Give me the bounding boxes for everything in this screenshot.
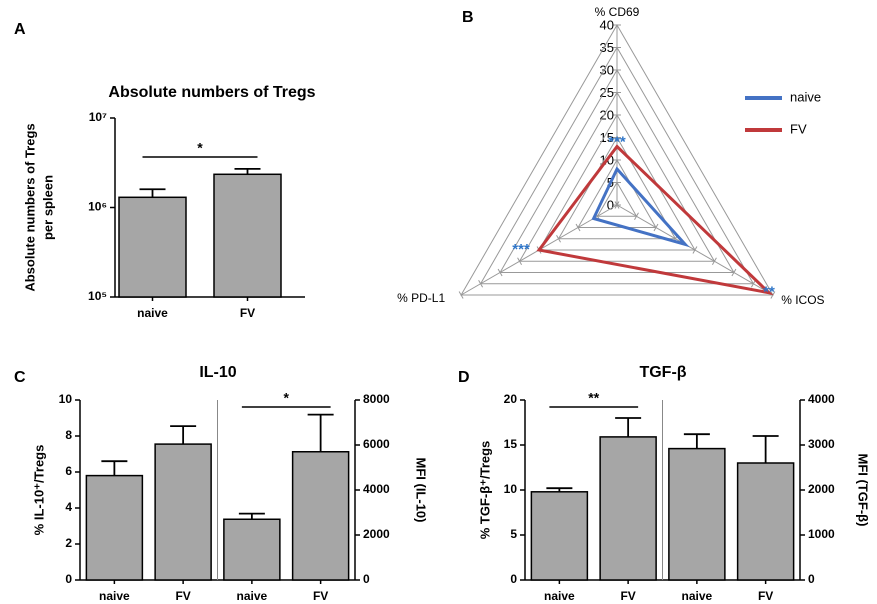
bar [85,474,144,581]
bar [530,491,589,581]
bar [736,462,795,581]
series-line [536,144,774,296]
panel-letter: B [462,9,474,26]
y-axis-label: Absolute numbers of Tregs [22,123,37,291]
y2-axis-label: MFI (IL-10) [414,458,429,523]
tick-label: 0 [607,197,614,212]
y2-axis-label: MFI (TGF-β) [856,454,871,527]
y-tick-label: 15 [504,437,518,451]
legend-label: FV [790,121,807,136]
significance-label: * [197,140,203,156]
y-tick-label: 10 [504,482,518,496]
grid-line [460,24,774,296]
chart-title: Absolute numbers of Tregs [108,84,315,101]
grid-line [499,69,735,273]
y-tick-label: 10⁶ [88,200,107,214]
y2-tick-label: 2000 [808,482,835,496]
y-tick-label: 10 [59,392,73,406]
x-tick-label: FV [240,306,255,320]
bar [668,447,726,581]
grid-line [557,136,677,240]
x-tick-label: naive [682,589,713,603]
significance-label: *** [512,241,530,258]
x-tick-label: naive [99,589,130,603]
axis-label: % ICOS [781,293,824,307]
bar [223,518,281,581]
y-tick-label: 0 [510,572,517,586]
y2-tick-label: 0 [363,572,370,586]
x-tick-label: FV [175,589,190,603]
x-tick-label: naive [237,589,268,603]
series-line [591,166,690,248]
y-axis-label: per spleen [40,175,55,240]
bar [154,443,212,581]
y-axis-label: % IL-10⁺/Tregs [31,445,46,536]
legend-label: naive [790,89,821,104]
significance-label: ** [588,390,599,406]
grid-line [479,46,755,285]
y2-tick-label: 6000 [363,437,390,451]
bar [118,196,187,298]
axis-label: % CD69 [595,5,640,19]
y2-tick-label: 4000 [363,482,390,496]
x-tick-label: naive [137,306,168,320]
tick-label: 20 [600,107,614,122]
chart-title: IL-10 [199,364,236,381]
y2-tick-label: 3000 [808,437,835,451]
y2-tick-label: 2000 [363,527,390,541]
y2-tick-label: 4000 [808,392,835,406]
axis-spoke [616,204,774,296]
x-tick-label: FV [758,589,773,603]
tick-label: 40 [600,17,614,32]
grid-line [596,181,638,217]
grid-line [518,91,716,262]
chart-title: TGF-β [639,364,686,381]
panel-letter: C [14,369,26,386]
panel-letter: A [14,21,26,38]
y2-tick-label: 1000 [808,527,835,541]
tick-label: 15 [600,130,614,145]
x-tick-label: naive [544,589,575,603]
y-tick-label: 10⁵ [88,289,107,303]
y-tick-label: 5 [510,527,517,541]
panel-letter: D [458,369,470,386]
significance-label: * [284,390,290,406]
x-tick-label: FV [313,589,328,603]
bar [599,436,657,581]
grid-line [577,158,657,228]
y-tick-label: 8 [65,428,72,442]
y-tick-label: 4 [65,500,72,514]
bar [213,173,282,298]
bar [291,451,350,581]
y-tick-label: 6 [65,464,72,478]
y2-tick-label: 8000 [363,392,390,406]
y-axis-label: % TGF-β⁺/Tregs [477,441,492,540]
significance-label: ** [763,284,775,301]
y-tick-label: 20 [504,392,518,406]
tick-label: 30 [600,62,614,77]
significance-label: *** [608,133,626,150]
x-tick-label: FV [620,589,635,603]
y-tick-label: 0 [65,572,72,586]
tick-label: 25 [600,85,614,100]
y-tick-label: 10⁷ [89,110,107,124]
axis-label: % PD-L1 [397,291,445,305]
y-tick-label: 2 [65,536,72,550]
y2-tick-label: 0 [808,572,815,586]
tick-label: 35 [600,40,614,55]
